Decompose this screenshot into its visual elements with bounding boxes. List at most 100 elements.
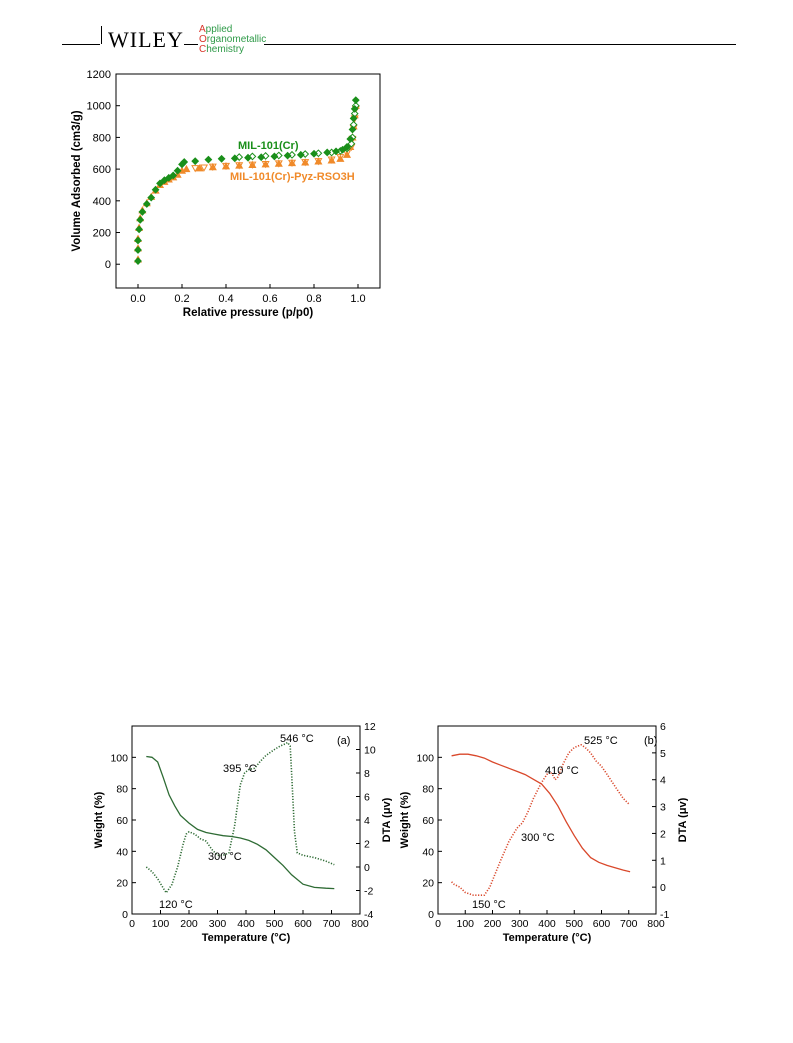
data-point [134,257,142,265]
y-tick-label-left: 0 [122,909,128,921]
data-point [217,154,226,163]
x-tick-label: 1.0 [350,293,365,305]
weight-curve [146,755,335,890]
data-point [199,164,209,172]
x-axis-label: Temperature (°C) [503,932,592,944]
data-point [173,166,182,175]
dta-curve [145,741,335,895]
data-point [151,185,160,194]
y-tick-label-left: 40 [116,846,128,858]
data-point [296,150,305,159]
temperature-annotation: 395 °C [223,763,257,775]
temperature-annotation: 410 °C [545,765,579,777]
y-tick-label-right: 12 [364,721,376,733]
panel-label: (a) [337,735,350,747]
x-tick-label: 0 [435,918,441,930]
x-tick-label: 800 [351,918,369,930]
data-point [348,125,357,134]
y-tick-label-right: 8 [364,768,370,780]
y-tick-label-right: 4 [660,775,666,787]
x-tick-label: 300 [511,918,529,930]
data-point [257,153,266,162]
data-point [134,236,142,245]
data-point [204,155,213,164]
header-rule-right [264,44,736,45]
y-tick-label-right: 0 [364,862,370,874]
data-point [244,153,252,162]
temperature-annotation: 546 °C [280,733,314,745]
weight-curve [451,753,631,873]
x-tick-label: 200 [484,918,502,930]
x-tick-label: 100 [152,918,170,930]
x-tick-label: 100 [456,918,474,930]
data-point [134,246,142,254]
header-rule-mid [184,44,198,45]
y-tick-label-right: -4 [364,909,373,921]
data-point [274,159,283,167]
publisher-logo: WILEY [108,27,184,52]
header-rule-left [62,44,100,45]
data-point [261,160,270,168]
x-tick-label: 400 [538,918,556,930]
x-tick-label: 0.0 [130,293,145,305]
data-point [343,143,351,151]
data-point [180,158,189,166]
temperature-annotation: 120 °C [159,899,193,911]
data-point [336,154,345,162]
data-point [283,151,292,160]
plot-frame [115,73,381,289]
data-point [288,150,296,159]
y-tick-label-right: 1 [660,855,666,867]
page-header: WILEY Applied Organometallic Chemistry [0,0,793,60]
data-point [169,171,178,180]
y-axis-label-left: Weight (%) [93,791,105,848]
y-tick-label-left: 60 [116,815,128,827]
y-tick-label-left: 20 [422,878,434,890]
x-tick-label: 0.6 [262,293,277,305]
data-point [314,157,323,165]
y-tick-label-right: -2 [364,886,373,898]
y-tick-label: 800 [93,132,111,144]
y-tick-label-left: 60 [422,815,434,827]
y-tick-label: 600 [93,164,111,176]
data-point [208,162,217,171]
y-tick-label-left: 0 [428,909,434,921]
data-point [346,135,355,143]
y-tick-label-right: 6 [364,792,370,804]
x-tick-label: 500 [565,918,583,930]
journal-line-1: Applied [199,24,233,35]
data-point [136,215,145,224]
data-point [248,160,257,169]
y-tick-label-right: 2 [364,839,370,851]
data-point [350,104,359,113]
y-tick-label-right: 5 [660,748,666,760]
x-tick-label: 200 [180,918,198,930]
y-tick-label-right: 0 [660,882,666,894]
y-tick-label-left: 20 [116,878,128,890]
series-label-pyz: MIL-101(Cr)-Pyz-RSO3H [230,171,355,183]
data-point [230,154,239,163]
data-point [261,152,270,160]
x-tick-label: 600 [294,918,312,930]
y-tick-label-left: 80 [422,784,434,796]
data-point [195,164,204,172]
data-point [270,152,279,161]
y-tick-label: 0 [105,259,111,271]
series-label-mil101: MIL-101(Cr) [238,140,299,152]
data-point [147,193,156,202]
data-point [235,161,244,169]
journal-line-3: Chemistry [199,44,245,55]
x-tick-label: 500 [266,918,284,930]
data-point [332,147,340,156]
data-point [191,157,200,166]
y-axis-label-right: DTA (μv) [381,797,392,842]
y-tick-label-right: 6 [660,721,666,733]
data-point [310,149,318,158]
plot-frame [131,725,361,915]
temperature-annotation: 525 °C [584,735,618,747]
x-tick-label: 800 [647,918,665,930]
journal-name: Applied Organometallic Chemistry [199,25,266,55]
y-tick-label: 1000 [87,101,111,113]
journal-line-2: Organometallic [199,34,267,45]
x-axis-label: Relative pressure (p/p0) [183,307,314,319]
